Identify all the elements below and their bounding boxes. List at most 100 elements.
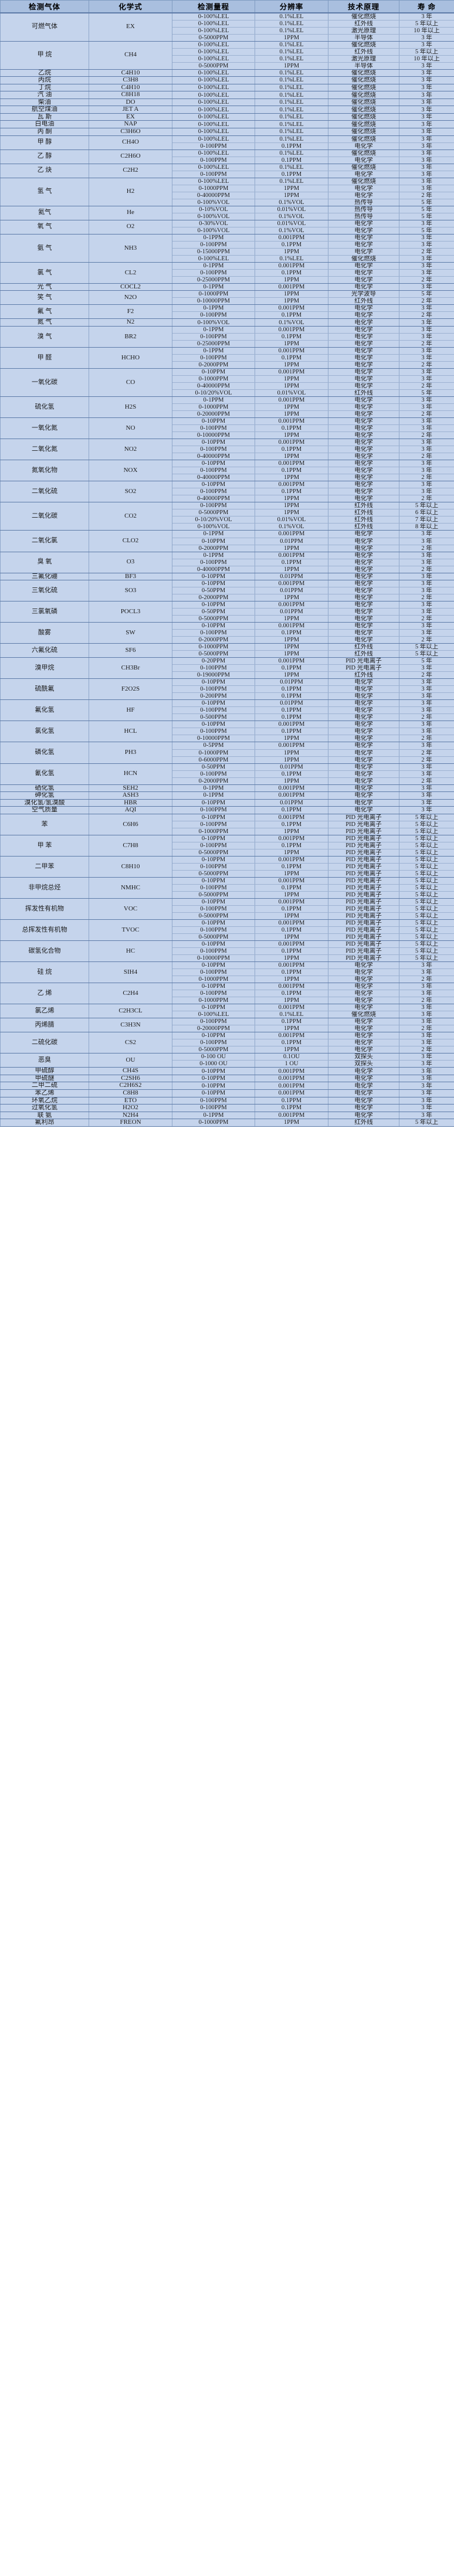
resolution-cell: 0.001PPM: [255, 742, 328, 750]
technology-cell: 催化燃烧: [328, 113, 399, 121]
detection-range-cell: 0-100PPM: [172, 311, 255, 320]
table-row: 笑 气 N2O 0-1000PPM 1PPM 光学波导 5 年: [0, 290, 454, 305]
technology-cell: 催化燃烧: [328, 91, 399, 99]
table-row: 0-100PPM 0.1PPM 电化学 3 年: [1, 333, 454, 341]
table-row: 0-200PPM 0.1PPM 电化学 3 年: [1, 692, 454, 701]
gas-name-cell: 甲 苯: [0, 834, 89, 857]
technology-cell: 电化学: [328, 713, 399, 722]
resolution-cell: 1PPM: [255, 297, 328, 305]
table-row: 0-100PPM 0.1PPM 电化学 3 年: [1, 728, 454, 736]
chemical-formula-cell: O3: [89, 551, 172, 573]
lifetime-cell: 5 年: [399, 290, 454, 298]
gas-name-cell: 三氯氧磷: [0, 601, 89, 623]
detection-range-cell: 0-1000PPM: [172, 1119, 255, 1127]
lifetime-cell: 3 年: [399, 1004, 454, 1012]
table-row: 0-10000PPM 1PPM 红外线 2 年: [1, 297, 454, 305]
chemical-formula-cell: SO2: [89, 481, 172, 503]
technology-cell: 红外线: [328, 509, 399, 517]
lifetime-cell: 3 年: [399, 254, 454, 263]
technology-cell: 电化学: [328, 798, 399, 807]
lifetime-cell: 5 年: [399, 205, 454, 213]
lifetime-cell: 3 年: [399, 728, 454, 736]
technology-cell: 电化学: [328, 961, 399, 970]
lifetime-cell: 3 年: [399, 417, 454, 426]
gas-name-cell: 硅 烷: [0, 961, 89, 984]
lifetime-cell: 2 年: [399, 777, 454, 785]
table-row: 0-2000PPM 1PPM 电化学 2 年: [1, 636, 454, 644]
lifetime-cell: 5 年以上: [399, 954, 454, 963]
lifetime-cell: 3 年: [399, 692, 454, 701]
technology-cell: 电化学: [328, 756, 399, 764]
table-row: 恶臭 OU 0-100 OU 0.1OU 双探头 3 年: [0, 1053, 454, 1068]
detection-range-cell: 0-100%LEL: [172, 76, 255, 84]
table-row: 0-100PPM 0.1PPM PID 光电离子 5 年以上: [1, 862, 454, 871]
resolution-cell: 1PPM: [255, 184, 328, 192]
resolution-cell: 0.1PPM: [255, 311, 328, 320]
chemical-formula-cell: H2O2: [89, 1104, 172, 1112]
table-row: 丙烯腈 C3H3N 0-100PPM 0.1PPM 电化学 3 年: [0, 1018, 454, 1033]
detection-range-cell: 0-40000PPM: [172, 474, 255, 482]
resolution-cell: 0.01PPM: [255, 798, 328, 807]
technology-cell: PID 光电离子: [328, 848, 399, 857]
chemical-formula-cell: NAP: [89, 120, 172, 128]
detection-range-cell: 0-100PPM: [172, 558, 255, 566]
chemical-formula-cell: HCHO: [89, 347, 172, 369]
resolution-cell: 0.001PPM: [255, 460, 328, 468]
resolution-cell: 0.01%VOL: [255, 205, 328, 213]
table-row: 0-100%VOL 0.1%VOL 热传导 5 年: [1, 198, 454, 206]
lifetime-cell: 3 年: [399, 142, 454, 150]
lifetime-cell: 3 年: [399, 763, 454, 771]
chemical-formula-cell: SF6: [89, 643, 172, 658]
technology-cell: 电化学: [328, 276, 399, 284]
gas-name-cell: 硒化氢: [0, 784, 89, 793]
detection-range-cell: 0-10PPM: [172, 678, 255, 687]
detection-range-cell: 0-10PPM: [172, 572, 255, 581]
detection-range-cell: 0-50PPM: [172, 587, 255, 595]
gas-name-cell: 乙 醇: [0, 149, 89, 164]
technology-cell: 电化学: [328, 439, 399, 447]
table-row: 苯 C6H6 0-10PPM 0.001PPM PID 光电离子 5 年以上: [0, 813, 454, 835]
gas-name-cell: 总挥发性有机物: [0, 919, 89, 942]
table-row: 0-1000PPM 1PPM 电化学 2 年: [1, 997, 454, 1005]
detection-range-cell: 0-1PPM: [172, 326, 255, 334]
technology-cell: 电化学: [328, 326, 399, 334]
resolution-cell: 0.01%VOL: [255, 516, 328, 524]
chemical-formula-cell: C4H10: [89, 69, 172, 77]
lifetime-cell: 3 年: [399, 622, 454, 630]
detection-range-cell: 0-30%VOL: [172, 219, 255, 227]
detection-range-cell: 0-10000PPM: [172, 954, 255, 963]
table-row: 0-5000PPM 1PPM 红外线 5 年以上: [1, 650, 454, 658]
lifetime-cell: 10 年以上: [399, 55, 454, 63]
chemical-formula-cell: C2H4: [89, 983, 172, 1005]
table-row: 0-10/20%VOL 0.01%VOL 红外线 7 年以上: [1, 516, 454, 524]
table-row: 氰化氢 HCN 0-50PPM 0.01PPM 电化学 3 年: [0, 763, 454, 785]
technology-cell: 电化学: [328, 361, 399, 369]
detection-range-cell: 0-2000PPM: [172, 594, 255, 602]
detection-range-cell: 0-100PPM: [172, 806, 255, 814]
resolution-cell: 0.1PPM: [255, 990, 328, 998]
table-row: 砷化氢 ASH3 0-1PPM 0.001PPM 电化学 3 年: [0, 791, 454, 800]
detection-range-cell: 0-100PPM: [172, 862, 255, 871]
chemical-formula-cell: CO: [89, 368, 172, 397]
detection-range-cell: 0-1PPM: [172, 283, 255, 291]
detection-range-cell: 0-20PPM: [172, 657, 255, 665]
detection-range-cell: 0-1000PPM: [172, 375, 255, 383]
lifetime-cell: 5 年以上: [399, 919, 454, 927]
table-row: 乙 烯 C2H4 0-10PPM 0.001PPM 电化学 3 年: [0, 983, 454, 1005]
technology-cell: 电化学: [328, 784, 399, 793]
lifetime-cell: 3 年: [399, 1089, 454, 1097]
technology-cell: 电化学: [328, 1004, 399, 1012]
chemical-formula-cell: PH3: [89, 742, 172, 764]
technology-cell: 电化学: [328, 629, 399, 637]
technology-cell: 电化学: [328, 495, 399, 503]
resolution-cell: 0.1PPM: [255, 333, 328, 341]
technology-cell: PID 光电离子: [328, 834, 399, 842]
detection-range-cell: 0-5000PPM: [172, 912, 255, 920]
table-row: 0-100PPM 0.1PPM 电化学 3 年: [1, 424, 454, 433]
lifetime-cell: 3 年: [399, 368, 454, 376]
chemical-formula-cell: F2O2S: [89, 678, 172, 701]
gas-name-cell: 苯: [0, 813, 89, 835]
resolution-cell: 0.001PPM: [255, 1111, 328, 1120]
lifetime-cell: 5 年以上: [399, 855, 454, 864]
detection-range-cell: 0-5000PPM: [172, 1046, 255, 1054]
